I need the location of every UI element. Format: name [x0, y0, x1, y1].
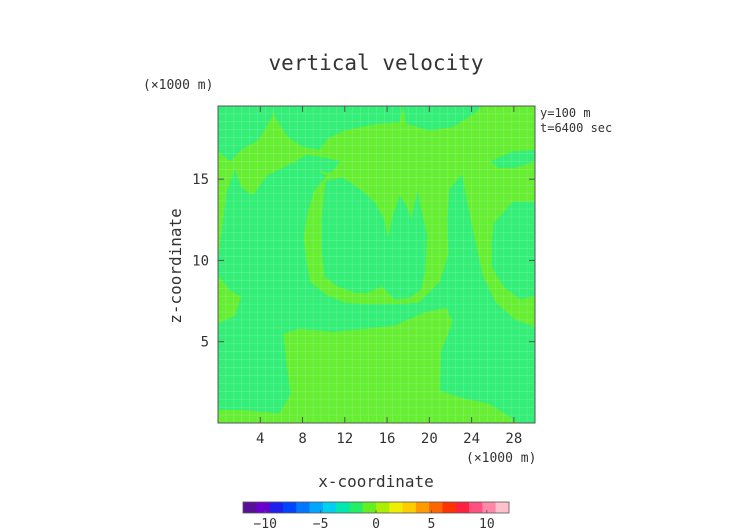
- x-tick-label: 12: [336, 431, 353, 447]
- colorbar-swatch: [336, 502, 350, 513]
- colorbar-swatch: [495, 502, 510, 513]
- negative-velocity-region: [321, 177, 428, 300]
- colorbar-tick-label: 10: [479, 517, 495, 532]
- x-tick-label: 16: [379, 431, 396, 447]
- x-tick-label: 20: [421, 431, 438, 447]
- plot-area: 4 8 12 16 20 24 28 5 10 15: [192, 105, 536, 447]
- colorbar-swatch: [442, 502, 457, 513]
- x-tick-label: 8: [298, 431, 306, 447]
- x-tick-label: 24: [463, 431, 480, 447]
- x-axis-label: x-coordinate: [318, 472, 434, 491]
- colorbar-swatch: [309, 502, 324, 513]
- x-tick-label: 4: [256, 431, 264, 447]
- colorbar-swatch: [296, 502, 310, 513]
- colorbar-swatch: [243, 502, 257, 513]
- x-tick-label: 28: [505, 431, 522, 447]
- colorbar-tick-label: −5: [313, 517, 329, 532]
- negative-velocity-region: [218, 162, 535, 423]
- y-tick-label: 5: [201, 335, 209, 351]
- chart-title: vertical velocity: [269, 51, 484, 75]
- negative-velocity-region: [218, 106, 273, 162]
- colorbar-swatch: [256, 502, 270, 513]
- colorbar-swatch: [282, 502, 297, 513]
- x-unit-label: (×1000 m): [466, 451, 536, 466]
- negative-velocity-region: [491, 201, 535, 300]
- negative-velocity-region: [490, 149, 535, 168]
- colorbar-swatch: [349, 502, 364, 513]
- colorbar-swatch: [322, 502, 337, 513]
- annotation-y-level: y=100 m: [540, 106, 591, 120]
- colorbar-swatch: [415, 502, 430, 513]
- negative-velocity-region: [402, 106, 483, 131]
- colorbar-swatch: [402, 502, 417, 513]
- y-axis-label: z-coordinate: [166, 208, 185, 324]
- y-tick-label: 15: [192, 172, 209, 188]
- negative-velocity-region: [270, 106, 403, 150]
- y-unit-label: (×1000 m): [143, 78, 213, 93]
- colorbar: −10 −5 0 5 10: [242, 501, 510, 532]
- colorbar-tick-label: 0: [372, 517, 380, 532]
- colorbar-swatch: [389, 502, 403, 513]
- colorbar-swatch: [455, 502, 470, 513]
- colorbar-swatch: [269, 502, 284, 513]
- colorbar-swatch: [482, 502, 497, 513]
- colorbar-tick-label: 5: [428, 517, 436, 532]
- y-tick-label: 10: [192, 253, 209, 269]
- plot-frame: [217, 105, 536, 424]
- colorbar-swatch: [469, 502, 483, 513]
- colorbar-swatch: [429, 502, 443, 513]
- colorbar-tick-label: −10: [253, 517, 276, 532]
- colorbar-swatch: [362, 502, 377, 513]
- negative-velocity-region: [295, 154, 341, 173]
- annotation-time: t=6400 sec: [540, 121, 612, 135]
- colorbar-swatch: [376, 502, 390, 513]
